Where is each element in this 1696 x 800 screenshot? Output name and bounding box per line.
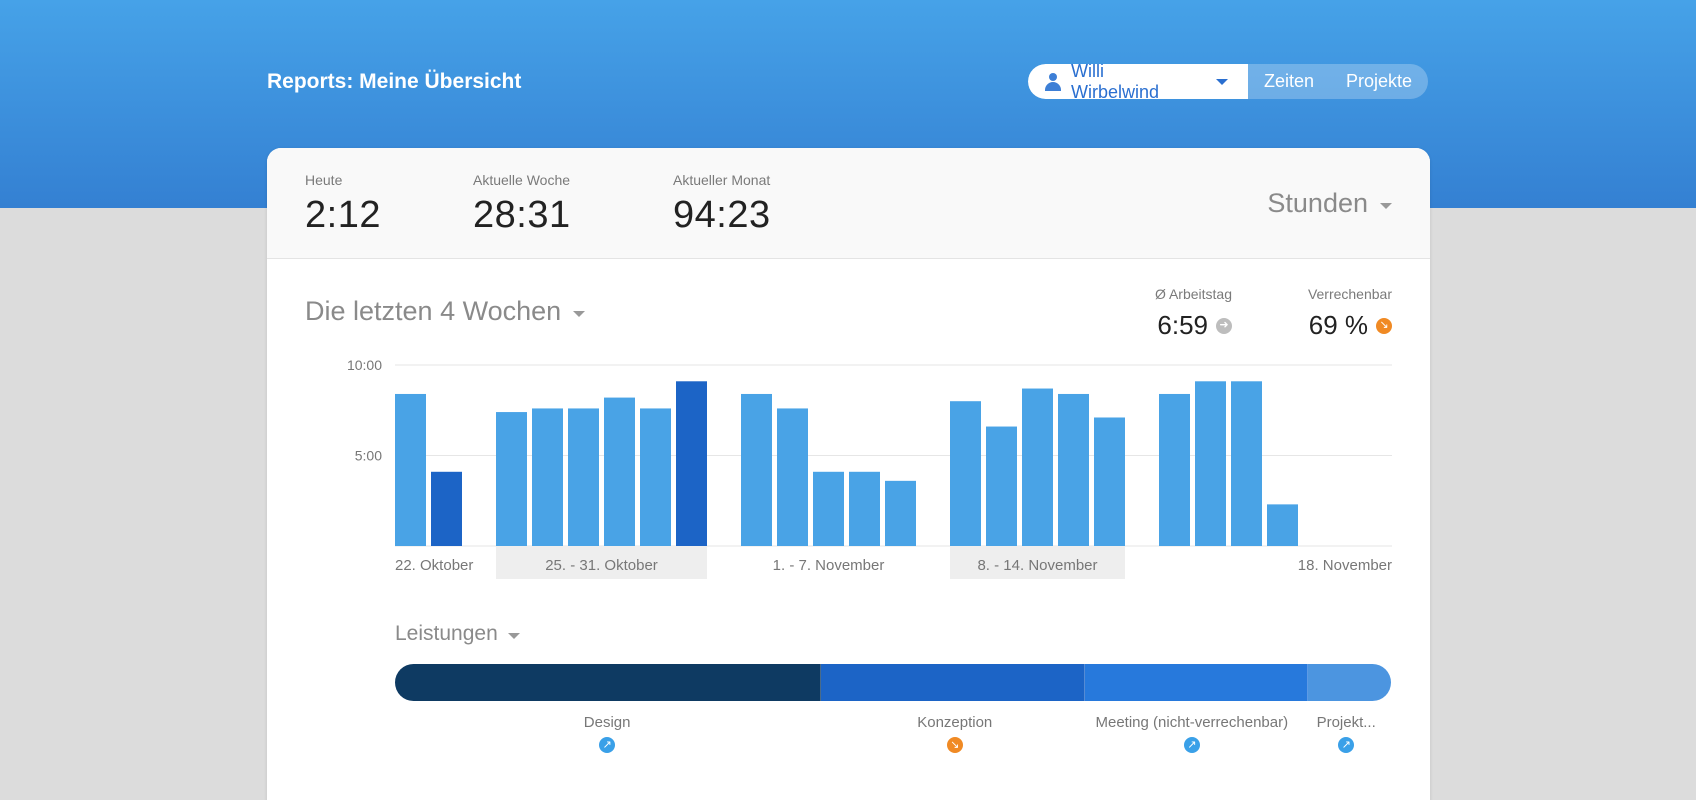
bar bbox=[741, 393, 772, 546]
service-label[interactable]: Projekt... bbox=[1316, 714, 1376, 731]
nav-link-zeiten[interactable]: Zeiten bbox=[1264, 71, 1315, 91]
bar bbox=[496, 412, 527, 546]
bar bbox=[568, 408, 599, 546]
kpi-avg-workday: Ø Arbeitstag 6:59 ➜ bbox=[1155, 286, 1232, 341]
kpi-value: 6:59 bbox=[1157, 310, 1208, 340]
stat-label: Aktuelle Woche bbox=[473, 172, 571, 188]
stat-label: Heute bbox=[305, 172, 343, 188]
unit-dropdown-label: Stunden bbox=[1267, 188, 1368, 218]
service-segment[interactable] bbox=[1085, 664, 1309, 701]
bar bbox=[1159, 393, 1190, 546]
week-shade bbox=[496, 546, 707, 579]
nav-link-projekte[interactable]: Projekte bbox=[1346, 71, 1413, 91]
service-segment[interactable] bbox=[395, 664, 822, 701]
stat-value: 94:23 bbox=[673, 194, 771, 236]
top-nav: Willi Wirbelwind Zeiten Projekte bbox=[1028, 64, 1429, 99]
chevron-down-icon bbox=[573, 310, 586, 317]
arrow-up-right-icon: ↗ bbox=[599, 737, 616, 753]
arrow-down-right-icon: ↘ bbox=[946, 737, 963, 753]
unit-dropdown[interactable]: Stunden bbox=[1267, 188, 1392, 219]
service-label[interactable]: Meeting (nicht-verrechenbar) bbox=[1095, 714, 1289, 731]
arrow-down-right-icon: ↘ bbox=[1376, 317, 1392, 334]
stat-month: Aktueller Monat 94:23 bbox=[673, 172, 771, 237]
bar bbox=[1231, 381, 1262, 546]
arrow-right-icon: ➜ bbox=[1216, 317, 1232, 334]
chevron-down-icon bbox=[507, 633, 520, 639]
arrow-up-right-icon: ↗ bbox=[1338, 737, 1355, 753]
stat-week: Aktuelle Woche 28:31 bbox=[473, 172, 571, 237]
report-card: Heute 2:12 Aktuelle Woche 28:31 Aktuelle… bbox=[267, 148, 1430, 800]
bar bbox=[1195, 381, 1226, 546]
bar bbox=[950, 401, 981, 546]
summary-header: Heute 2:12 Aktuelle Woche 28:31 Aktuelle… bbox=[267, 148, 1430, 259]
stat-value: 2:12 bbox=[305, 194, 381, 236]
service-segment[interactable] bbox=[821, 664, 1086, 701]
page-title: Reports: Meine Übersicht bbox=[267, 70, 522, 93]
service-label[interactable]: Design bbox=[583, 714, 631, 731]
bar bbox=[1058, 393, 1089, 546]
kpi-label: Verrechenbar bbox=[1307, 286, 1392, 302]
chevron-down-icon bbox=[1216, 78, 1228, 85]
user-name: Willi Wirbelwind bbox=[1071, 64, 1160, 99]
y-tick-label: 5:00 bbox=[355, 448, 382, 464]
bar bbox=[676, 381, 707, 546]
kpi-billable: Verrechenbar 69 % ↘ bbox=[1308, 286, 1392, 341]
x-group-label: 18. November bbox=[1298, 557, 1392, 574]
kpi-label: Ø Arbeitstag bbox=[1154, 286, 1232, 302]
arrow-up-right-icon: ↗ bbox=[1183, 737, 1200, 753]
chevron-down-icon bbox=[1380, 202, 1392, 209]
service-label[interactable]: Konzeption bbox=[917, 714, 993, 731]
stat-label: Aktueller Monat bbox=[673, 172, 771, 188]
bar bbox=[532, 408, 563, 546]
bar bbox=[431, 471, 462, 546]
bar bbox=[849, 471, 880, 546]
user-menu-button[interactable]: Willi Wirbelwind bbox=[1028, 64, 1248, 99]
services-dropdown[interactable]: Leistungen bbox=[395, 622, 520, 646]
bar bbox=[777, 408, 808, 546]
service-segment[interactable] bbox=[1308, 664, 1391, 701]
services-stacked-bar bbox=[395, 664, 1391, 701]
x-group-label: 8. - 14. November bbox=[977, 557, 1097, 574]
services-title: Leistungen bbox=[395, 622, 498, 645]
bar bbox=[1094, 417, 1125, 546]
x-group-label: 22. Oktober bbox=[395, 557, 473, 574]
bar bbox=[1267, 504, 1298, 546]
bar bbox=[1022, 388, 1053, 546]
bar bbox=[640, 408, 671, 546]
x-group-label: 25. - 31. Oktober bbox=[545, 557, 658, 574]
bar bbox=[885, 480, 916, 546]
hours-bar-chart: 10:00 5:00 22. Oktober 25. - 31. Oktober 1. … bbox=[347, 357, 1392, 579]
week-shade bbox=[950, 546, 1125, 579]
period-dropdown-label: Die letzten 4 Wochen bbox=[305, 296, 562, 326]
x-group-label: 1. - 7. November bbox=[773, 557, 885, 574]
y-tick-label: 10:00 bbox=[347, 357, 382, 373]
bar bbox=[604, 397, 635, 546]
kpi-value: 69 % bbox=[1308, 310, 1368, 340]
stat-today: Heute 2:12 bbox=[305, 172, 381, 237]
stat-value: 28:31 bbox=[473, 194, 571, 236]
bar bbox=[986, 426, 1017, 546]
bar bbox=[395, 393, 426, 546]
bar bbox=[813, 471, 844, 546]
period-dropdown[interactable]: Die letzten 4 Wochen bbox=[305, 296, 586, 327]
user-icon bbox=[1044, 72, 1061, 91]
